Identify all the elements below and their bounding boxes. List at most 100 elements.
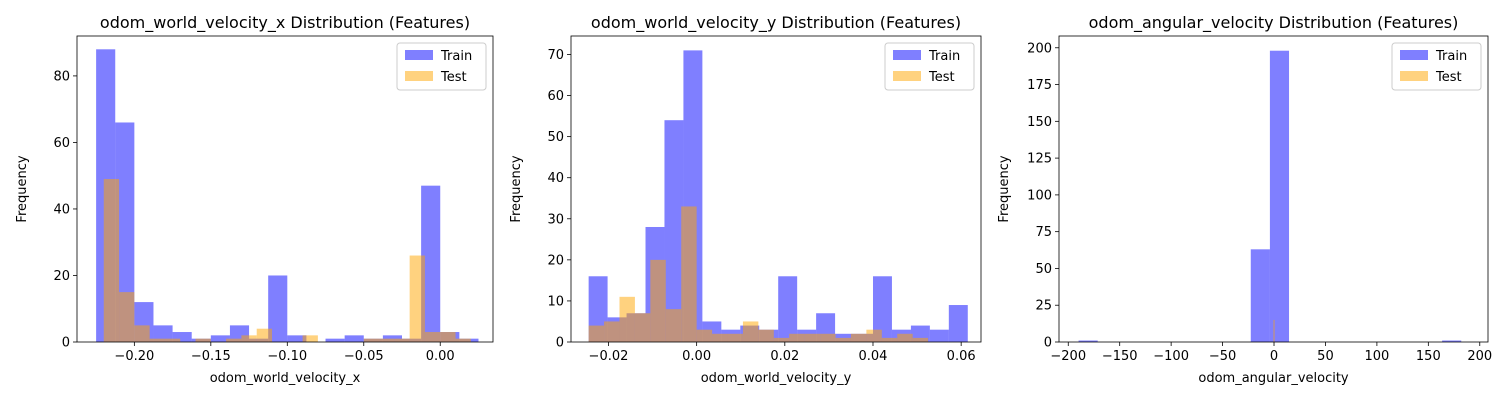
x-axis-label: odom_world_velocity_y <box>701 371 852 386</box>
x-tick-label: −0.20 <box>114 349 154 364</box>
y-tick-label: 25 <box>1035 299 1052 314</box>
y-tick-label: 50 <box>1035 262 1052 277</box>
bar-test-19 <box>881 337 898 342</box>
y-axis-label: Frequency <box>997 155 1012 222</box>
bar-train-4 <box>664 120 684 342</box>
bar-test-20 <box>897 333 913 342</box>
y-tick-label: 50 <box>547 130 564 145</box>
series-test <box>1273 319 1275 342</box>
y-tick-label: 100 <box>1027 188 1052 203</box>
legend-swatch-train <box>893 50 921 60</box>
x-tick-label: −150 <box>1102 349 1138 364</box>
bar-train-10 <box>287 335 307 342</box>
y-tick-label: 0 <box>556 336 564 351</box>
bar-test-2 <box>619 296 635 342</box>
chart-panel-2: −0.02 0.00 0.02 0.04 0.06 0 10 20 30 40 50 60 70 odom… <box>509 13 982 386</box>
y-tick-label: 10 <box>547 294 564 309</box>
bar-test-22 <box>440 332 456 342</box>
legend-label-train: Train <box>440 49 472 64</box>
bar-test-10 <box>256 328 272 342</box>
x-tick-label: −50 <box>1209 349 1236 364</box>
x-tick-label: −0.15 <box>191 349 231 364</box>
bar-train-15 <box>872 276 892 342</box>
bar-train-9 <box>268 275 288 342</box>
y-tick-label: 40 <box>53 202 70 217</box>
bar-test-23 <box>455 338 471 342</box>
chart-title: odom_world_velocity_y Distribution (Feat… <box>591 13 961 33</box>
y-tick-label: 60 <box>53 136 70 151</box>
bar-test-2 <box>134 325 150 342</box>
x-tick-label: 0.06 <box>947 349 976 364</box>
y-tick-label: 0 <box>62 336 70 351</box>
x-tick-label: 150 <box>1416 349 1441 364</box>
bar-test-4 <box>164 338 181 342</box>
y-tick-label: 200 <box>1027 41 1052 56</box>
x-tick-label: −0.10 <box>267 349 307 364</box>
bar-train-6 <box>210 335 230 342</box>
legend-label-test: Test <box>928 70 955 85</box>
bar-test-19 <box>394 338 410 342</box>
bar-train-4 <box>172 332 192 342</box>
axes-frame <box>76 35 494 343</box>
y-tick-label: 125 <box>1027 152 1052 167</box>
y-tick-label: 150 <box>1027 115 1052 130</box>
bar-test-0 <box>103 179 120 342</box>
y-tick-label: 75 <box>1035 225 1052 240</box>
y-tick-label: 175 <box>1027 78 1052 93</box>
series-test <box>103 179 471 342</box>
bar-test-15 <box>820 333 836 342</box>
x-tick-label: 0.00 <box>682 349 711 364</box>
legend: Train Test <box>396 42 487 91</box>
series-train <box>1078 50 1462 343</box>
bar-test-3 <box>634 313 651 342</box>
bar-test-13 <box>789 333 805 342</box>
x-axis-label: odom_angular_velocity <box>1198 371 1349 386</box>
bar-test-12 <box>773 337 790 342</box>
bar-train-18 <box>929 329 949 342</box>
bar-test-17 <box>363 338 380 342</box>
bar-train-10 <box>1269 50 1290 343</box>
legend-swatch-train <box>1400 50 1428 60</box>
bar-test-21 <box>424 332 441 342</box>
x-tick-label: −200 <box>1050 349 1086 364</box>
bar-test-10 <box>742 321 759 342</box>
x-tick-label: 0.00 <box>426 349 455 364</box>
x-tick-label: 0 <box>1270 349 1278 364</box>
legend: Train Test <box>1391 42 1482 91</box>
bar-test-18 <box>866 329 882 342</box>
bar-train-9 <box>1250 249 1270 342</box>
bar-test-1 <box>119 292 135 342</box>
x-tick-label: −0.05 <box>344 349 384 364</box>
bar-test-5 <box>665 309 682 342</box>
bar-test-8 <box>226 338 242 342</box>
y-tick-label: 70 <box>547 48 564 63</box>
y-axis-label: Frequency <box>509 155 524 222</box>
x-tick-label: 0.02 <box>770 349 799 364</box>
series-train <box>588 50 968 342</box>
y-tick-label: 20 <box>53 269 70 284</box>
y-tick-label: 60 <box>547 89 564 104</box>
legend-label-train: Train <box>1435 49 1467 64</box>
bar-train-12 <box>325 338 345 342</box>
legend-label-train: Train <box>928 49 960 64</box>
x-tick-label: 0.04 <box>859 349 888 364</box>
bar-test-20 <box>409 255 425 342</box>
y-tick-label: 0 <box>1044 336 1052 351</box>
bar-train-10 <box>778 276 798 342</box>
y-tick-label: 80 <box>53 69 70 84</box>
bar-test-16 <box>835 337 851 342</box>
bar-train-1 <box>115 122 135 342</box>
bar-train-3 <box>153 325 173 342</box>
legend-swatch-test <box>1400 71 1428 81</box>
series-test <box>588 206 929 342</box>
x-tick-label: 200 <box>1467 349 1492 364</box>
bar-train-17 <box>421 185 441 342</box>
legend: Train Test <box>884 42 975 91</box>
chart-title: odom_world_velocity_x Distribution (Feat… <box>100 13 470 33</box>
chart-panel-3: −200 −150 −100 −50 0 50 100 150 200 0 25 50 75 100 125… <box>997 13 1492 386</box>
legend-swatch-train <box>405 50 433 60</box>
bar-test-6 <box>681 206 697 342</box>
chart-panel-1: −0.20 −0.15 −0.10 −0.05 0.00 0 20 40 60 80 odom_wo… <box>15 13 494 386</box>
bar-train-13 <box>344 335 364 342</box>
bar-test-21 <box>912 337 929 342</box>
